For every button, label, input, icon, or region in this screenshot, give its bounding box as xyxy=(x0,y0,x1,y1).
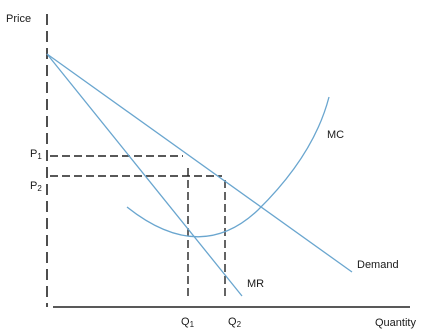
mc-curve-label: MC xyxy=(327,129,344,141)
p1-tick-label: P1 xyxy=(30,148,42,161)
mr-curve-label: MR xyxy=(247,278,264,290)
demand-curve xyxy=(46,53,353,273)
mc-curve xyxy=(126,96,330,238)
mr-curve xyxy=(46,53,243,297)
x-axis-label: Quantity xyxy=(375,317,416,329)
p2-tick-label: P2 xyxy=(30,180,42,193)
q1-tick-label: Q1 xyxy=(181,316,195,329)
q2-tick-label: Q2 xyxy=(228,316,242,329)
y-axis-label: Price xyxy=(6,13,31,25)
demand-curve-label: Demand xyxy=(357,259,399,271)
